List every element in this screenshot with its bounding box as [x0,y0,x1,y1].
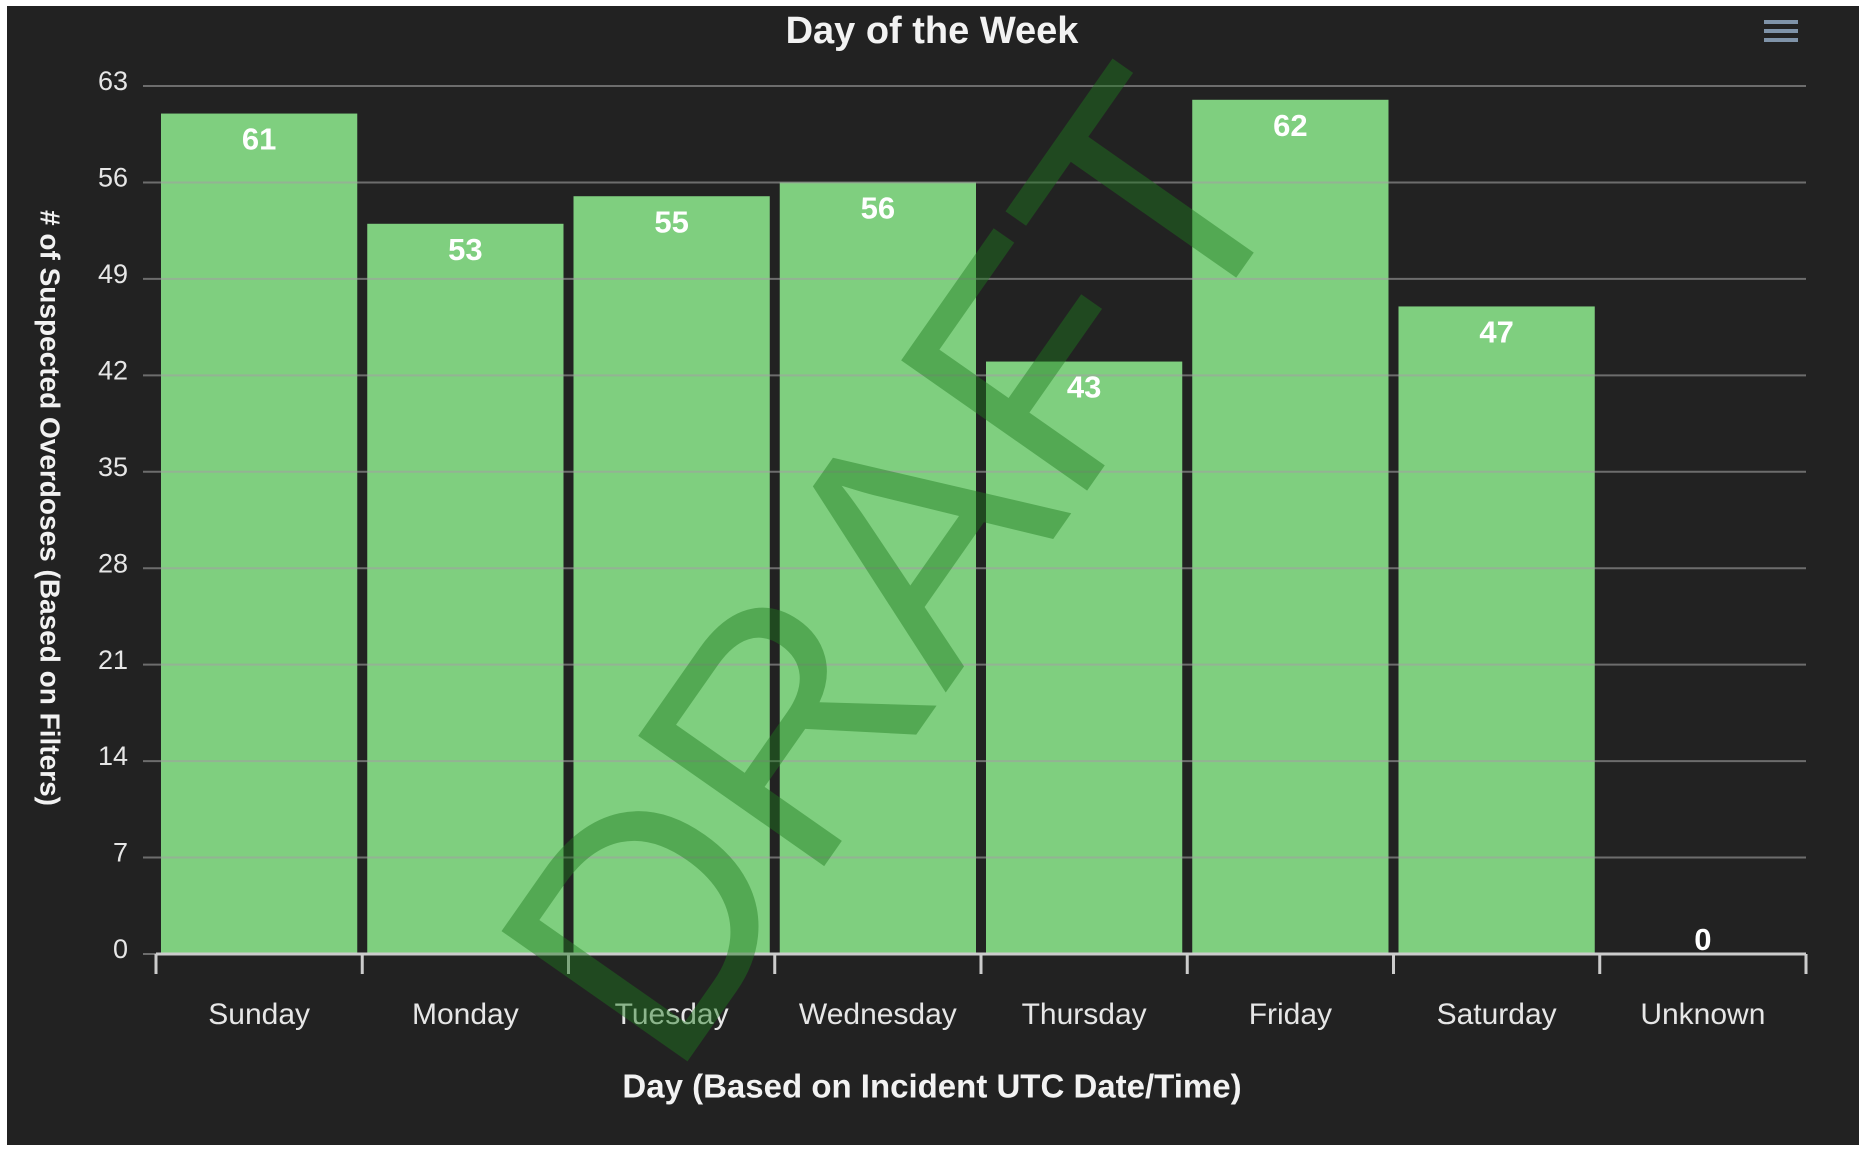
menu-icon[interactable] [1764,20,1798,42]
bar [161,113,358,955]
y-tick-label: 0 [113,934,128,964]
y-tick-label: 14 [98,741,128,771]
y-tick-label: 21 [98,645,128,675]
bar [367,223,564,954]
data-label: 53 [448,232,482,267]
x-tick-label: Friday [1249,998,1332,1031]
bar [986,361,1183,954]
x-tick-label: Tuesday [615,998,729,1031]
y-tick-label: 42 [98,355,128,385]
y-tick-label: 7 [113,838,128,868]
y-axis-title: # of Suspected Overdoses (Based on Filte… [35,210,66,806]
plot-area: Sunday Monday Tuesday Wednesday Thursday Frid… [98,66,1808,1031]
data-label: 47 [1479,315,1513,350]
chart-title: Day of the Week [786,10,1080,52]
x-tick-label: Saturday [1437,998,1557,1031]
y-tick-label: 35 [98,452,128,482]
x-tick-label: Sunday [208,998,310,1031]
data-label: 61 [242,122,276,157]
data-label: 56 [861,191,895,226]
data-label: 55 [654,204,688,239]
y-tick-label: 49 [98,259,128,289]
menu-bar[interactable] [1764,29,1798,33]
bar [1192,99,1389,955]
data-label: 43 [1067,370,1101,405]
bar [1398,306,1595,954]
data-label: 0 [1694,922,1711,957]
data-label: 62 [1273,108,1307,143]
x-tick-label: Thursday [1022,998,1147,1031]
x-tick-label: Wednesday [799,998,957,1031]
y-tick-label: 56 [98,163,128,193]
x-tick-label: Unknown [1640,998,1765,1031]
menu-bar[interactable] [1764,38,1798,42]
x-axis-title: Day (Based on Incident UTC Date/Time) [622,1068,1241,1105]
bar [573,196,770,954]
x-tick-label: Monday [412,998,519,1031]
menu-bar[interactable] [1764,20,1798,24]
y-tick-label: 63 [98,66,128,96]
y-tick-label: 28 [98,548,128,578]
